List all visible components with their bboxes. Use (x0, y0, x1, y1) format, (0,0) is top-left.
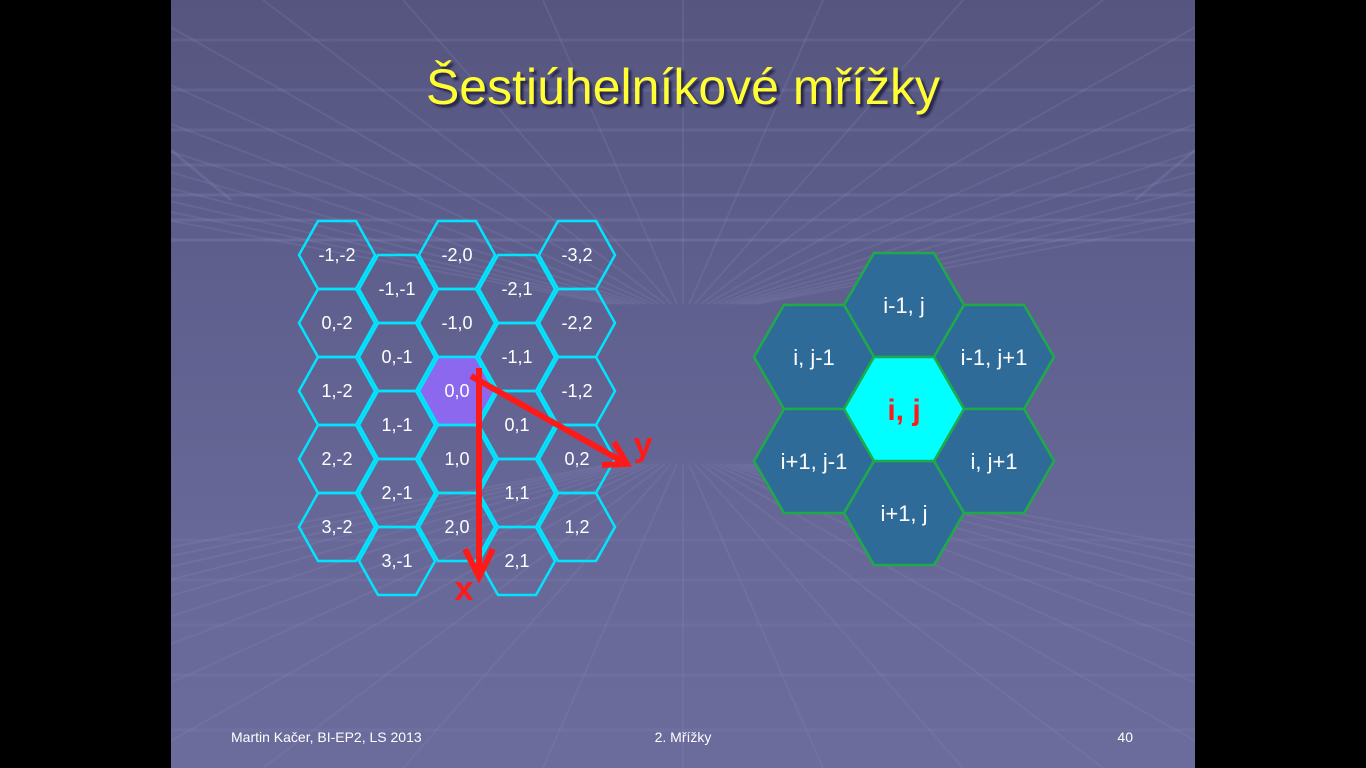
hex-cell-label: 3,-1 (381, 551, 412, 571)
hex-cell-label: -1,-2 (318, 245, 355, 265)
hex-cell-label: 0,-1 (381, 347, 412, 367)
hex-cell-label: 1,-1 (381, 415, 412, 435)
hex-cell-label: -2,0 (441, 245, 472, 265)
hex-cell-label: 1,2 (564, 517, 589, 537)
neighbor-cell-lower-left: i+1, j-1 (752, 407, 876, 515)
hex-cell-label: -2,2 (561, 313, 592, 333)
hex-cell-label: 0,1 (504, 415, 529, 435)
hex-grid: -1,-2 0,-2 1,-2 2,-2 3,-2 -1,-1 0,-1 1,-1 2,-1 3,… (297, 219, 617, 597)
hex-cell-label: 0,0 (444, 381, 469, 401)
hex-cell-label: -1,2 (561, 381, 592, 401)
neighbor-cell-label: i-1, j+1 (961, 345, 1028, 370)
footer-author: Martin Kačer, BI-EP2, LS 2013 (231, 729, 422, 745)
neighborhood-diagram: i-1, j i, j-1 i-1, j+1 i+1, j-1 i, j+1 i+1, j… (752, 251, 1056, 567)
hex-cell-label: -3,2 (561, 245, 592, 265)
neighbor-cell-top: i-1, j (842, 251, 966, 359)
hex-cell-label: 1,1 (504, 483, 529, 503)
hex-cell-label: 0,-2 (321, 313, 352, 333)
neighbor-cell-label: i-1, j (883, 293, 925, 318)
hex-cell-label: -1,1 (501, 347, 532, 367)
hex-cell-label: 2,-2 (321, 449, 352, 469)
hex-cell: 2,0 (417, 491, 497, 563)
y-axis-arrow (469, 373, 627, 466)
center-cell-label: i, j (887, 394, 920, 427)
neighbor-cell-label: i, j+1 (970, 449, 1017, 474)
hex-cell-label: -2,1 (501, 279, 532, 299)
hex-cell-label: 1,0 (444, 449, 469, 469)
hex-cell-label: -1,-1 (378, 279, 415, 299)
center-cell: i, j (842, 355, 966, 463)
hex-cell: 2,1 (477, 525, 557, 597)
y-axis-label: y (634, 426, 653, 464)
neighbor-cell-bottom: i+1, j (842, 459, 966, 567)
footer-topic: 2. Mřížky (654, 729, 712, 745)
hex-cell-label: 0,2 (564, 449, 589, 469)
neighbor-cell-label: i+1, j (880, 501, 927, 526)
slide-title: Šestiúhelníkové mřížky (425, 59, 941, 115)
hex-cell-label: 3,-2 (321, 517, 352, 537)
x-axis-arrowhead (462, 547, 496, 584)
hex-diagram: -1,-2 0,-2 1,-2 2,-2 3,-2 -1,-1 0,-1 1,-1 2,-1 3,… (297, 219, 1056, 608)
x-axis-label: x (455, 570, 474, 608)
hex-cell-label: 2,1 (504, 551, 529, 571)
hex-cell: 1,2 (537, 491, 617, 563)
hex-cell: 3,-1 (357, 525, 437, 597)
neighbor-cell-label: i+1, j-1 (781, 449, 848, 474)
hex-cell-label: 2,-1 (381, 483, 412, 503)
footer-page-number: 40 (1117, 729, 1133, 745)
neighbor-cell-upper-right: i-1, j+1 (932, 303, 1056, 411)
neighbor-cell-label: i, j-1 (793, 345, 835, 370)
hex-cell-label: -1,0 (441, 313, 472, 333)
hex-cell-label: 2,0 (444, 517, 469, 537)
slide: Šestiúhelníkové mřížky -1,-2 0,-2 1,-2 2,-2… (171, 0, 1195, 768)
axis-arrows: x y (455, 368, 653, 608)
hex-cell-label: 1,-2 (321, 381, 352, 401)
y-axis-arrowhead (601, 440, 633, 468)
hex-cell: 3,-2 (297, 491, 377, 563)
